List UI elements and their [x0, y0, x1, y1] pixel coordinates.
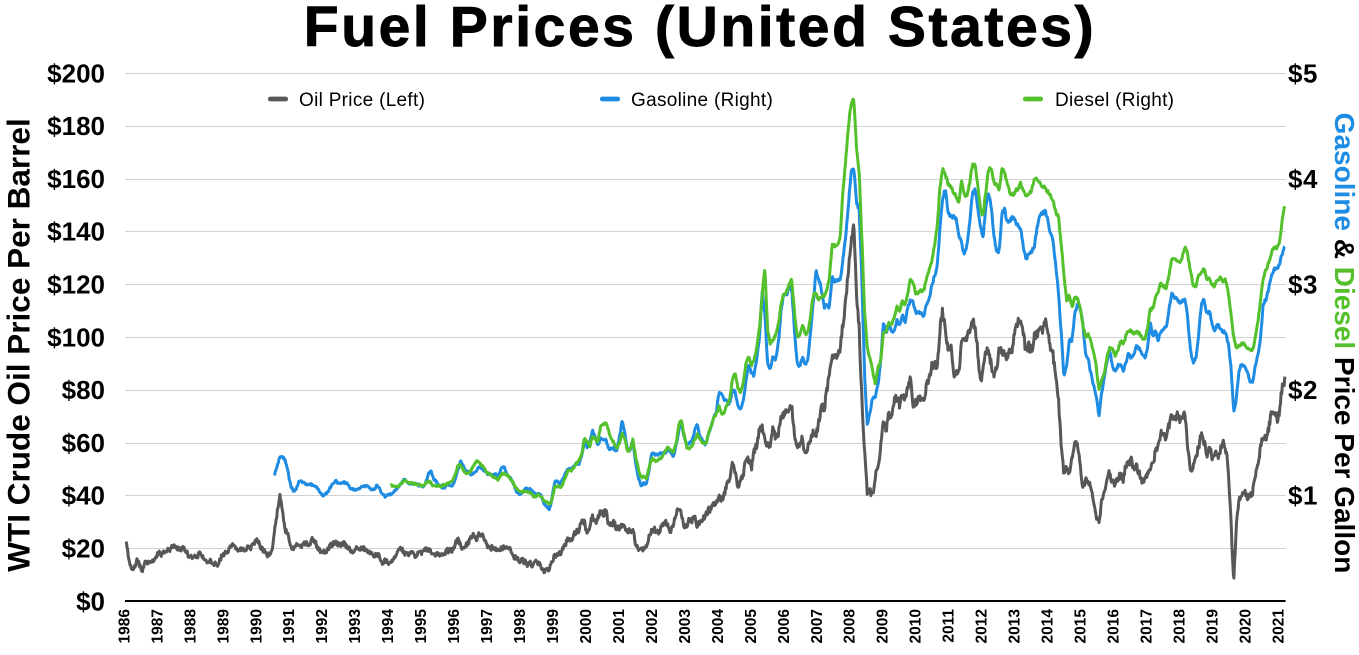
svg-text:$0: $0 [76, 586, 105, 616]
svg-text:1996: 1996 [446, 609, 463, 644]
svg-text:1986: 1986 [116, 609, 133, 644]
svg-text:$40: $40 [62, 481, 105, 511]
svg-text:2000: 2000 [578, 609, 595, 643]
svg-text:2010: 2010 [908, 609, 925, 643]
svg-text:1994: 1994 [380, 609, 397, 644]
svg-text:1993: 1993 [347, 609, 364, 644]
svg-text:2009: 2009 [875, 609, 892, 644]
svg-text:$20: $20 [62, 534, 105, 564]
svg-text:$200: $200 [47, 58, 105, 88]
svg-text:2002: 2002 [644, 609, 661, 643]
svg-text:2006: 2006 [776, 609, 793, 644]
svg-text:1997: 1997 [479, 609, 496, 643]
svg-text:1988: 1988 [182, 609, 199, 644]
svg-text:2013: 2013 [1007, 609, 1024, 644]
svg-text:2001: 2001 [611, 609, 628, 644]
svg-text:2012: 2012 [974, 609, 991, 643]
svg-text:1992: 1992 [314, 609, 331, 643]
svg-text:$4: $4 [1288, 164, 1318, 194]
svg-text:Gasoline & Diesel Price Per Ga: Gasoline & Diesel Price Per Gallon [1329, 113, 1359, 574]
svg-text:2004: 2004 [710, 609, 727, 644]
svg-text:Diesel (Right): Diesel (Right) [1055, 90, 1174, 111]
svg-text:Fuel Prices (United States): Fuel Prices (United States) [304, 0, 1096, 59]
svg-text:2005: 2005 [743, 609, 760, 644]
svg-text:$100: $100 [47, 322, 105, 352]
svg-text:2011: 2011 [941, 609, 958, 643]
svg-text:2017: 2017 [1139, 609, 1156, 643]
svg-text:Gasoline (Right): Gasoline (Right) [631, 90, 773, 111]
svg-text:$140: $140 [47, 217, 105, 247]
svg-text:1989: 1989 [215, 609, 232, 644]
svg-text:2003: 2003 [677, 609, 694, 644]
svg-text:$2: $2 [1288, 375, 1318, 405]
svg-text:1991: 1991 [281, 609, 298, 644]
svg-text:2019: 2019 [1204, 609, 1221, 644]
svg-text:2021: 2021 [1270, 609, 1287, 644]
svg-text:2018: 2018 [1171, 609, 1188, 644]
svg-text:$60: $60 [62, 428, 105, 458]
svg-text:1999: 1999 [545, 609, 562, 644]
svg-text:$5: $5 [1288, 58, 1318, 88]
svg-text:1987: 1987 [149, 609, 166, 643]
svg-text:$120: $120 [47, 270, 105, 300]
svg-text:WTI Crude Oil Price Per Barrel: WTI Crude Oil Price Per Barrel [1, 118, 37, 571]
svg-text:$180: $180 [47, 111, 105, 141]
svg-text:2015: 2015 [1073, 609, 1090, 644]
svg-text:1995: 1995 [413, 609, 430, 644]
svg-text:2016: 2016 [1106, 609, 1123, 644]
svg-text:Oil Price (Left): Oil Price (Left) [299, 90, 425, 111]
svg-text:1998: 1998 [512, 609, 529, 644]
svg-text:2008: 2008 [842, 609, 859, 644]
svg-text:$1: $1 [1288, 481, 1318, 511]
svg-text:$3: $3 [1288, 270, 1318, 300]
svg-text:1990: 1990 [248, 609, 265, 643]
svg-text:2020: 2020 [1237, 609, 1254, 643]
svg-text:2014: 2014 [1040, 609, 1057, 644]
svg-text:$80: $80 [62, 375, 105, 405]
svg-text:$160: $160 [47, 164, 105, 194]
svg-text:2007: 2007 [809, 609, 826, 643]
